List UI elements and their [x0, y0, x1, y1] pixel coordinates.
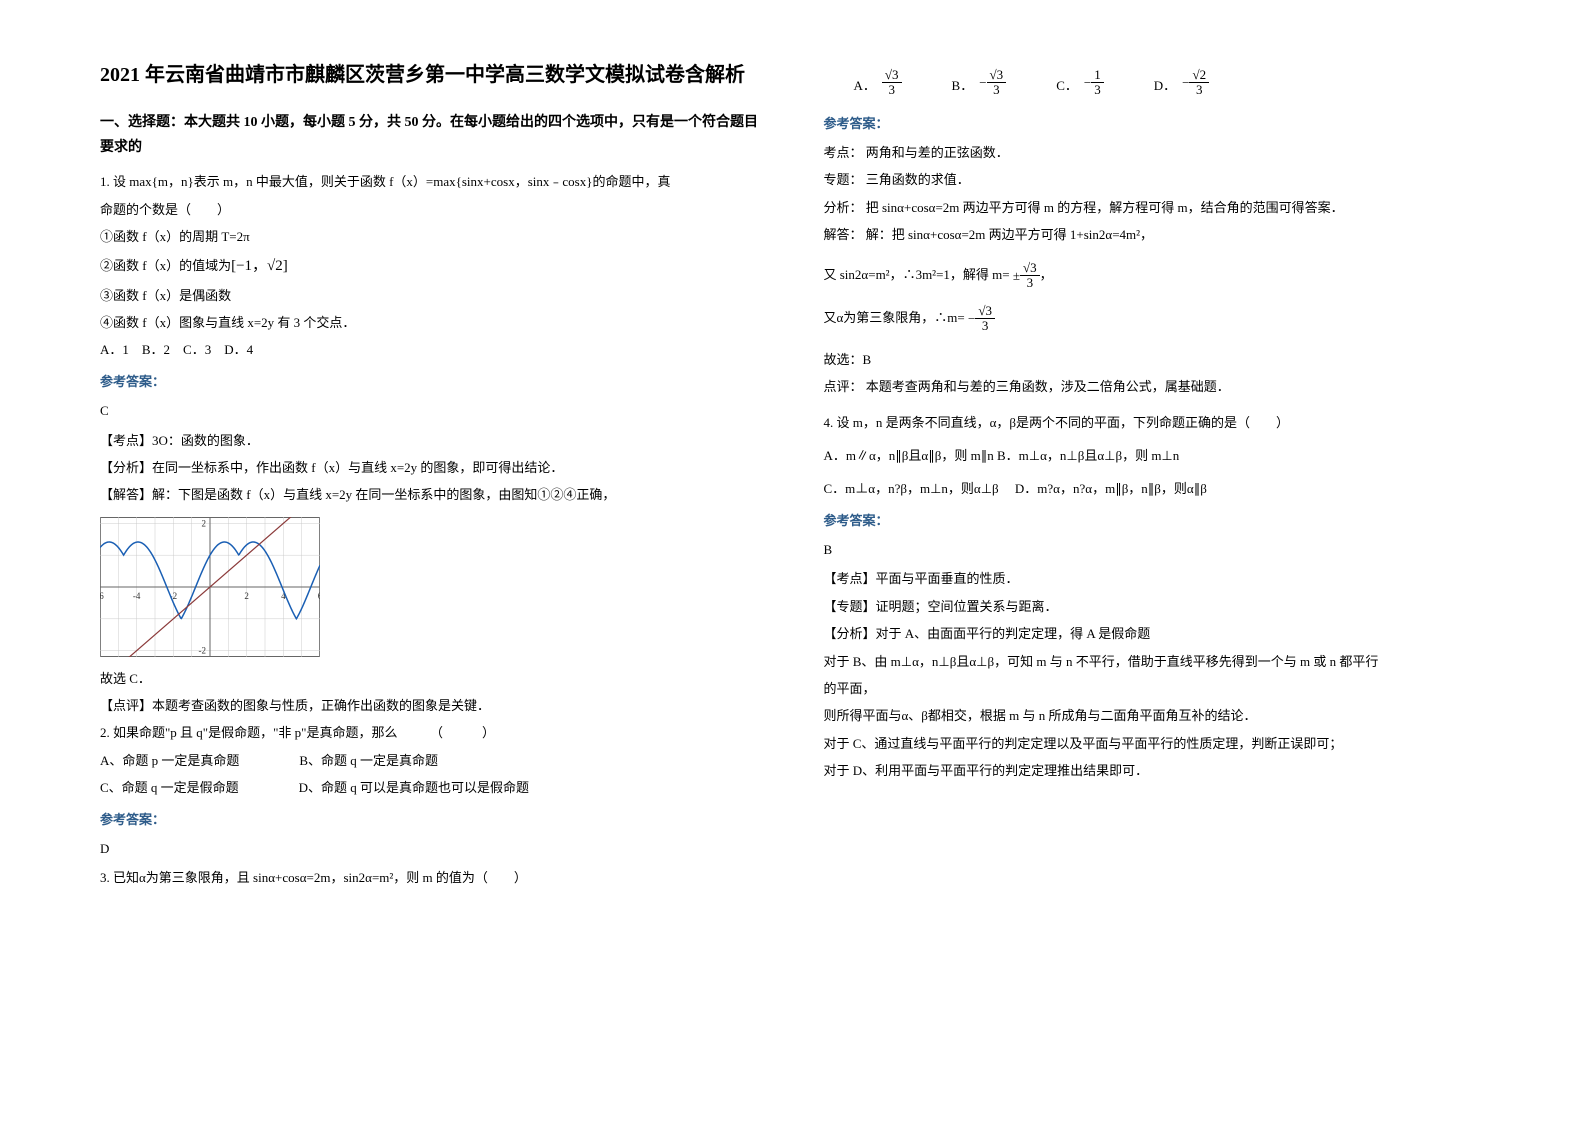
q4-fenxi: 【分析】对于 A、由面面平行的判定定理，得 A 是假命题	[824, 622, 1488, 645]
q2-answer-label: 参考答案：	[100, 808, 764, 831]
q3-choice-d: D． − √2 3	[1154, 68, 1209, 98]
q4-line1: 对于 B、由 m⊥α，n⊥β且α⊥β，可知 m 与 n 不平行，借助于直线平移先…	[824, 650, 1488, 673]
q3-choices: A． √3 3 B． − √3 3 C． −	[854, 68, 1488, 98]
q3-zhuanti: 专题： 三角函数的求值．	[824, 168, 1488, 191]
q1-option3: ③函数 f（x）是偶函数	[100, 284, 764, 307]
q4-optCD: C．m⊥α，n?β，m⊥n，则α⊥β D．m?α，n?α，m∥β，n∥β，则α∥…	[824, 477, 1488, 500]
q4-answer-label: 参考答案：	[824, 509, 1488, 532]
q3-choice-a-label: A．	[854, 74, 876, 97]
q4-kaodian: 【考点】平面与平面垂直的性质．	[824, 567, 1488, 590]
q3-fenxi: 分析： 把 sinα+cosα=2m 两边平方可得 m 的方程，解方程可得 m，…	[824, 196, 1488, 219]
q3-choice-a: A． √3 3	[854, 68, 902, 98]
q1-answer: C	[100, 399, 764, 422]
q3-choice-d-label: D．	[1154, 74, 1176, 97]
q1-fenxi: 【分析】在同一坐标系中，作出函数 f（x）与直线 x=2y 的图象，即可得出结论…	[100, 456, 764, 479]
q4-line4: 对于 C、通过直线与平面平行的判定定理以及平面与平面平行的性质定理，判断正误即可…	[824, 732, 1488, 755]
q1-option1: ①函数 f（x）的周期 T=2π	[100, 225, 764, 248]
q3-conclusion: 故选：B	[824, 348, 1488, 371]
q3-answer-label: 参考答案：	[824, 112, 1488, 135]
q3-choice-d-frac: √2 3	[1189, 68, 1209, 98]
q2-optA: A、命题 p 一定是真命题	[100, 749, 239, 772]
q3-choice-c: C． − 1 3	[1056, 68, 1104, 98]
svg-text:-6: -6	[100, 591, 104, 601]
q1-answer-label: 参考答案：	[100, 370, 764, 393]
q1-dianping: 【点评】本题考查函数的图象与性质，正确作出函数的图象是关键．	[100, 694, 764, 717]
q1-choices: A．1 B．2 C．3 D．4	[100, 338, 764, 361]
q4-line3: 则所得平面与α、β都相交，根据 m 与 n 所成角与二面角平面角互补的结论．	[824, 704, 1488, 727]
right-column: A． √3 3 B． − √3 3 C． −	[824, 60, 1488, 894]
q2-answer: D	[100, 837, 764, 860]
exam-title: 2021 年云南省曲靖市市麒麟区茨营乡第一中学高三数学文模拟试卷含解析	[100, 60, 764, 90]
q1-graph: -6-4-2246-22	[100, 517, 320, 657]
q3-choice-b: B． − √3 3	[952, 68, 1007, 98]
q1-option2-prefix: ②函数 f（x）的值域为	[100, 258, 231, 273]
section-heading: 一、选择题：本大题共 10 小题，每小题 5 分，共 50 分。在每小题给出的四…	[100, 110, 764, 160]
q4-stem: 4. 设 m，n 是两条不同直线，α，β是两个不同的平面，下列命题正确的是（ ）	[824, 411, 1488, 434]
q1-option2: ②函数 f（x）的值域为[−1，√2]	[100, 253, 764, 280]
svg-text:-2: -2	[199, 645, 207, 655]
q4-zhuanti: 【专题】证明题；空间位置关系与距离．	[824, 595, 1488, 618]
q2-options-row2: C、命题 q 一定是假命题 D、命题 q 可以是真命题也可以是假命题	[100, 776, 764, 799]
q1-stem-line1: 1. 设 max{m，n}表示 m，n 中最大值，则关于函数 f（x）=max{…	[100, 170, 764, 193]
q2-stem: 2. 如果命题"p 且 q"是假命题，"非 p"是真命题，那么 （ ）	[100, 721, 764, 744]
svg-text:2: 2	[202, 518, 207, 528]
q4-optAB: A．m∥α，n∥β且α∥β，则 m∥n B．m⊥α，n⊥β且α⊥β，则 m⊥n	[824, 444, 1488, 467]
q3-choice-c-frac: 1 3	[1091, 68, 1104, 98]
q1-kaodian: 【考点】3O：函数的图象．	[100, 429, 764, 452]
q3-choice-c-label: C．	[1056, 74, 1078, 97]
q2-options-row1: A、命题 p 一定是真命题 B、命题 q 一定是真命题	[100, 749, 764, 772]
q3-dianping: 点评： 本题考查两角和与差的三角函数，涉及二倍角公式，属基础题．	[824, 375, 1488, 398]
svg-text:2: 2	[244, 591, 249, 601]
q1-option2-interval: [−1，√2]	[231, 258, 288, 274]
q1-conclusion: 故选 C．	[100, 667, 764, 690]
q2-optC: C、命题 q 一定是假命题	[100, 776, 239, 799]
svg-text:6: 6	[318, 591, 320, 601]
q2-optB: B、命题 q 一定是真命题	[299, 749, 438, 772]
exam-page: 2021 年云南省曲靖市市麒麟区茨营乡第一中学高三数学文模拟试卷含解析 一、选择…	[100, 60, 1487, 894]
q3-jieda1: 解答： 解：把 sinα+cosα=2m 两边平方可得 1+sin2α=4m²，	[824, 223, 1488, 246]
q1-option4: ④函数 f（x）图象与直线 x=2y 有 3 个交点．	[100, 311, 764, 334]
q3-choice-b-frac: √3 3	[987, 68, 1007, 98]
q4-line5: 对于 D、利用平面与平面平行的判定定理推出结果即可．	[824, 759, 1488, 782]
q3-choice-b-label: B．	[952, 74, 974, 97]
q1-stem-line2: 命题的个数是（ ）	[100, 198, 764, 221]
q3-stem: 3. 已知α为第三象限角，且 sinα+cosα=2m，sin2α=m²，则 m…	[100, 866, 764, 889]
left-column: 2021 年云南省曲靖市市麒麟区茨营乡第一中学高三数学文模拟试卷含解析 一、选择…	[100, 60, 764, 894]
svg-text:-4: -4	[133, 591, 141, 601]
q4-answer: B	[824, 538, 1488, 561]
q3-jieda2: 又 sin2α=m²，∴3m²=1，解得 m= ± √3 3 ，	[824, 261, 1488, 291]
q1-jieda: 【解答】解：下图是函数 f（x）与直线 x=2y 在同一坐标系中的图象，由图知①…	[100, 483, 764, 506]
q3-jieda3: 又α为第三象限角，∴m= − √3 3	[824, 304, 1488, 334]
q4-line2: 的平面，	[824, 677, 1488, 700]
q3-choice-a-frac: √3 3	[882, 68, 902, 98]
q2-optD: D、命题 q 可以是真命题也可以是假命题	[299, 776, 529, 799]
q3-kaodian: 考点： 两角和与差的正弦函数．	[824, 141, 1488, 164]
